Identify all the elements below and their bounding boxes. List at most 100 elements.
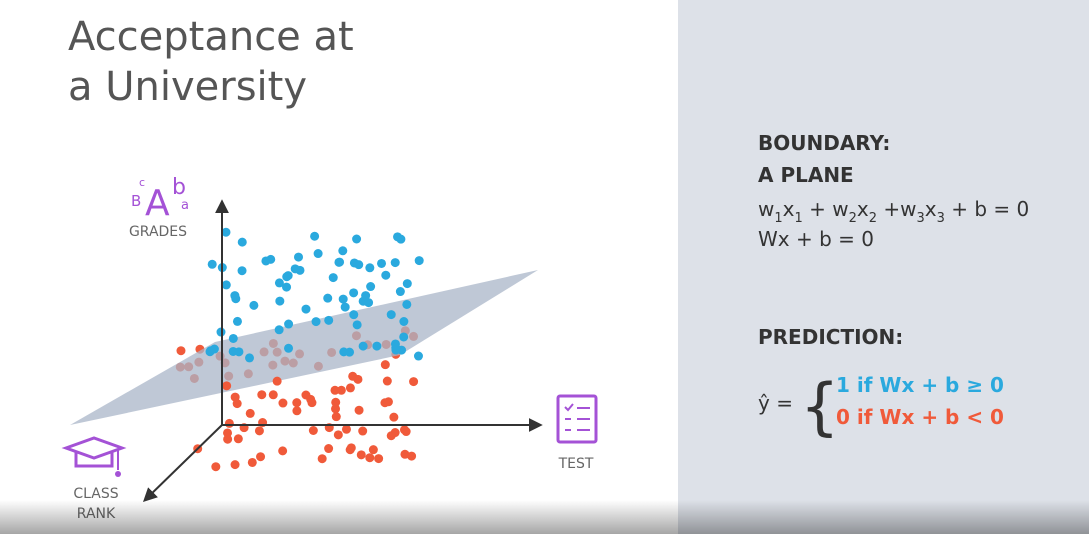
equation-part: x <box>857 197 869 221</box>
test-icon <box>556 394 598 444</box>
dot <box>365 453 375 463</box>
dot <box>382 376 392 386</box>
dot <box>399 425 409 435</box>
dot <box>256 452 266 462</box>
dot <box>228 333 238 343</box>
dot <box>340 302 350 312</box>
dot <box>324 315 334 325</box>
dot <box>331 397 341 407</box>
dot <box>261 256 271 266</box>
dot <box>349 310 359 320</box>
dot <box>221 280 231 290</box>
dot <box>368 445 378 455</box>
dot <box>358 341 368 351</box>
dot <box>402 279 412 289</box>
axis-label: TEST <box>558 456 594 472</box>
dot <box>324 444 334 454</box>
dot <box>409 377 419 387</box>
dot <box>257 390 267 400</box>
dot <box>331 412 341 422</box>
equation-part: x <box>925 197 937 221</box>
equation-part: + w <box>803 197 849 221</box>
dot <box>366 282 376 292</box>
right-panel <box>678 0 1089 534</box>
dot <box>330 385 340 395</box>
dot <box>338 246 348 256</box>
dot <box>399 317 409 327</box>
dot <box>282 282 292 292</box>
dot <box>290 264 300 274</box>
subscript: 3 <box>937 211 945 226</box>
title: Acceptance at <box>68 14 354 60</box>
dot <box>393 232 403 242</box>
dot <box>381 270 391 280</box>
dot <box>349 258 359 268</box>
dot <box>341 424 351 434</box>
subscript: 2 <box>849 211 857 226</box>
dot <box>353 374 363 384</box>
dot <box>346 443 356 453</box>
brace: { <box>800 370 839 443</box>
dot <box>311 317 321 327</box>
dot <box>389 412 399 422</box>
dot <box>211 462 221 472</box>
dot <box>209 344 219 354</box>
dot <box>216 327 226 337</box>
dot <box>374 454 384 464</box>
dot <box>249 300 259 310</box>
dot <box>284 343 294 353</box>
dot <box>222 381 232 391</box>
dot <box>228 346 238 356</box>
dot <box>380 398 390 408</box>
dots <box>193 227 424 472</box>
dot <box>338 294 348 304</box>
dot <box>292 406 302 416</box>
axis-label: CLASS <box>73 486 118 502</box>
dot <box>323 293 333 303</box>
dot <box>377 258 387 268</box>
dot <box>386 310 396 320</box>
icon-letter: B <box>131 192 141 210</box>
axis-rank <box>142 424 223 502</box>
dot <box>272 376 282 386</box>
dot <box>328 273 338 283</box>
dot <box>390 258 400 268</box>
dot <box>390 339 400 349</box>
dot <box>395 287 405 297</box>
dot <box>274 325 284 335</box>
dot <box>354 405 364 415</box>
equation: Wx + b = 0 <box>758 227 874 251</box>
icon-letter: b <box>172 175 186 200</box>
case-positive: 1 if Wx + b ≥ 0 <box>836 373 1004 397</box>
equation-part: w <box>758 197 774 221</box>
dot <box>284 319 294 329</box>
heading: PREDICTION: <box>758 325 903 349</box>
dot <box>223 434 233 444</box>
dot <box>308 425 318 435</box>
dot <box>400 449 410 459</box>
dot <box>233 434 243 444</box>
dot <box>386 431 396 441</box>
dot <box>301 390 311 400</box>
subscript: 2 <box>869 211 877 226</box>
dot <box>292 398 302 408</box>
dot <box>361 291 371 301</box>
dot <box>237 266 247 276</box>
dot <box>335 257 345 267</box>
dot <box>224 418 234 428</box>
dot <box>352 320 362 330</box>
boundary-plane <box>70 270 538 425</box>
equation-part: +w <box>877 197 916 221</box>
dot <box>232 399 242 409</box>
dot <box>232 316 242 326</box>
dot <box>414 256 424 266</box>
heading: BOUNDARY: <box>758 131 890 155</box>
dot <box>245 353 255 363</box>
prediction-lhs: ŷ = <box>758 391 793 415</box>
dot <box>278 446 288 456</box>
dot <box>278 398 288 408</box>
dot <box>221 227 231 237</box>
dot <box>349 288 359 298</box>
axis-label: GRADES <box>129 224 187 240</box>
dot <box>268 390 278 400</box>
